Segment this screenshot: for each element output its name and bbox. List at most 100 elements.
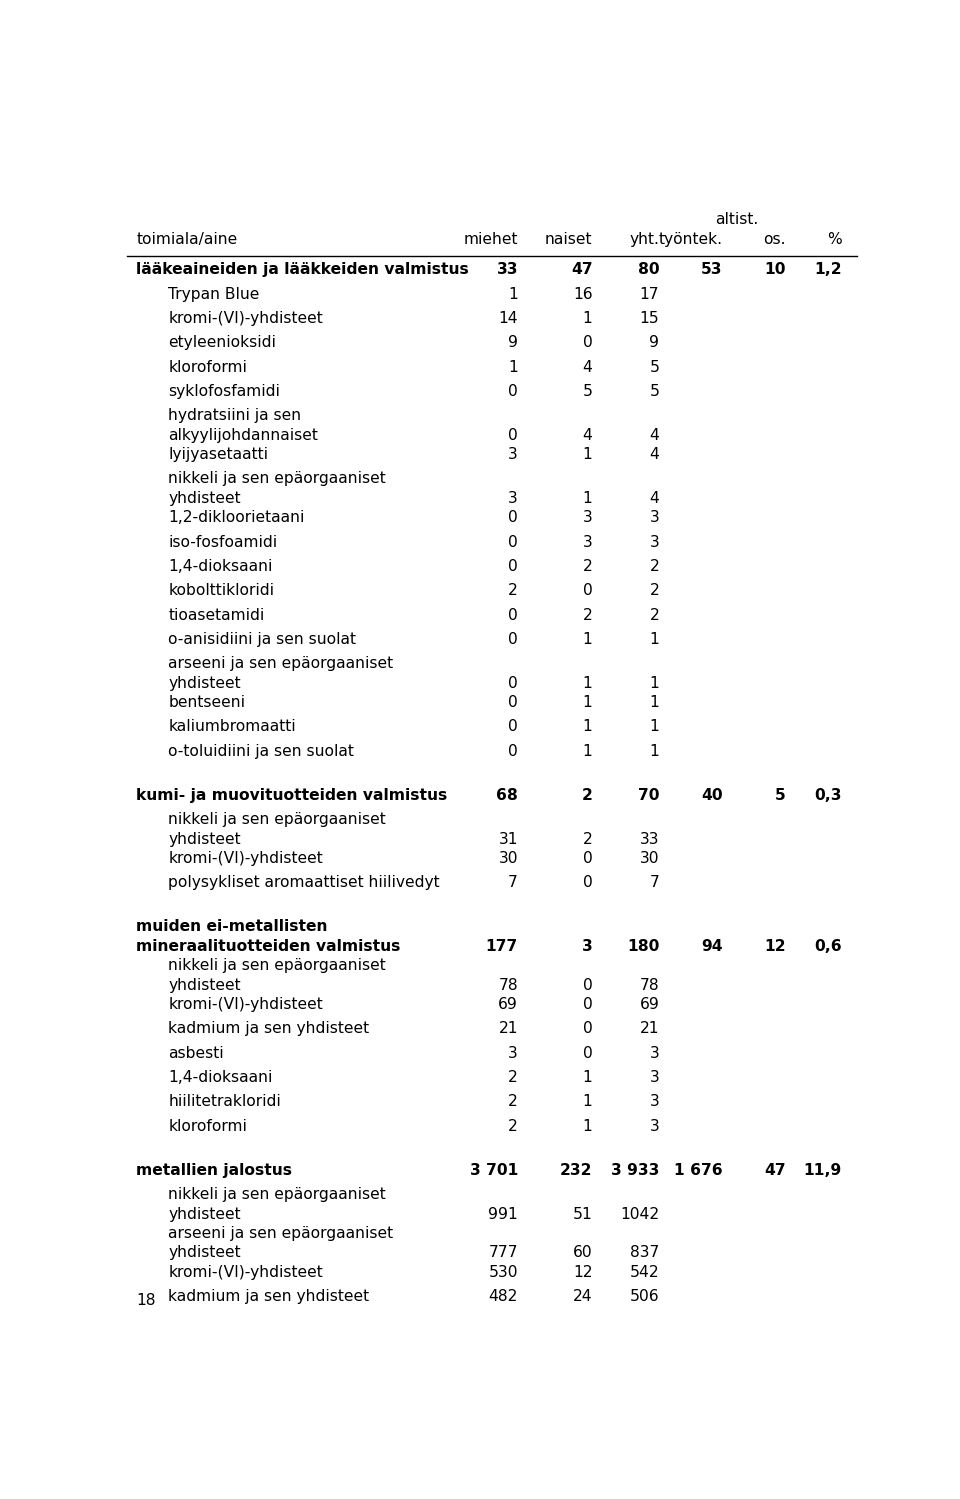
Text: 47: 47: [571, 262, 592, 277]
Text: 1,2-dikloorietaani: 1,2-dikloorietaani: [168, 510, 304, 525]
Text: 3: 3: [582, 938, 592, 953]
Text: 12: 12: [764, 938, 786, 953]
Text: 0: 0: [508, 676, 518, 691]
Text: 1 676: 1 676: [674, 1163, 723, 1178]
Text: 1: 1: [583, 720, 592, 735]
Text: 0: 0: [508, 427, 518, 442]
Text: 1: 1: [583, 447, 592, 462]
Text: 1: 1: [583, 1070, 592, 1085]
Text: 4: 4: [650, 490, 660, 505]
Text: 1,2: 1,2: [814, 262, 842, 277]
Text: 30: 30: [498, 851, 518, 866]
Text: 180: 180: [627, 938, 660, 953]
Text: 4: 4: [583, 360, 592, 375]
Text: arseeni ja sen epäorgaaniset: arseeni ja sen epäorgaaniset: [168, 657, 394, 672]
Text: 3: 3: [650, 535, 660, 550]
Text: 1: 1: [583, 676, 592, 691]
Text: 0: 0: [508, 535, 518, 550]
Text: 53: 53: [701, 262, 723, 277]
Text: muiden ei-metallisten: muiden ei-metallisten: [136, 919, 328, 934]
Text: 0: 0: [508, 696, 518, 711]
Text: 0: 0: [508, 720, 518, 735]
Text: nikkeli ja sen epäorgaaniset: nikkeli ja sen epäorgaaniset: [168, 812, 386, 827]
Text: bentseeni: bentseeni: [168, 696, 246, 711]
Text: 5: 5: [583, 384, 592, 399]
Text: o-anisidiini ja sen suolat: o-anisidiini ja sen suolat: [168, 633, 356, 648]
Text: 4: 4: [650, 447, 660, 462]
Text: 3: 3: [508, 447, 518, 462]
Text: 24: 24: [573, 1289, 592, 1304]
Text: 0: 0: [583, 336, 592, 351]
Text: 18: 18: [136, 1292, 156, 1307]
Text: 47: 47: [764, 1163, 786, 1178]
Text: 5: 5: [775, 788, 786, 803]
Text: 0: 0: [508, 744, 518, 758]
Text: 991: 991: [489, 1207, 518, 1222]
Text: 2: 2: [583, 559, 592, 574]
Text: 2: 2: [650, 607, 660, 622]
Text: 0: 0: [583, 875, 592, 890]
Text: 21: 21: [640, 1021, 660, 1036]
Text: 0: 0: [508, 559, 518, 574]
Text: 70: 70: [637, 788, 660, 803]
Text: 33: 33: [640, 832, 660, 847]
Text: 31: 31: [498, 832, 518, 847]
Text: miehet: miehet: [464, 232, 518, 247]
Text: 0: 0: [583, 977, 592, 992]
Text: 1,4-dioksaani: 1,4-dioksaani: [168, 1070, 273, 1085]
Text: 0,3: 0,3: [814, 788, 842, 803]
Text: 2: 2: [582, 788, 592, 803]
Text: altist.: altist.: [715, 213, 758, 228]
Text: yhdisteet: yhdisteet: [168, 676, 241, 691]
Text: 1: 1: [583, 633, 592, 648]
Text: toimiala/aine: toimiala/aine: [136, 232, 238, 247]
Text: kumi- ja muovituotteiden valmistus: kumi- ja muovituotteiden valmistus: [136, 788, 447, 803]
Text: 4: 4: [650, 427, 660, 442]
Text: 9: 9: [508, 336, 518, 351]
Text: 0: 0: [508, 607, 518, 622]
Text: 4: 4: [583, 427, 592, 442]
Text: 0,6: 0,6: [814, 938, 842, 953]
Text: 2: 2: [508, 1118, 518, 1133]
Text: 0: 0: [508, 384, 518, 399]
Text: asbesti: asbesti: [168, 1046, 224, 1061]
Text: 15: 15: [639, 310, 660, 327]
Text: 3: 3: [508, 490, 518, 505]
Text: 0: 0: [583, 583, 592, 598]
Text: os.: os.: [763, 232, 786, 247]
Text: 60: 60: [573, 1246, 592, 1261]
Text: hiilitetrakloridi: hiilitetrakloridi: [168, 1094, 281, 1109]
Text: yhdisteet: yhdisteet: [168, 977, 241, 992]
Text: 3: 3: [650, 510, 660, 525]
Text: yht.: yht.: [630, 232, 660, 247]
Text: 0: 0: [583, 997, 592, 1012]
Text: polysykliset aromaattiset hiilivedyt: polysykliset aromaattiset hiilivedyt: [168, 875, 440, 890]
Text: 0: 0: [508, 510, 518, 525]
Text: 530: 530: [489, 1265, 518, 1280]
Text: kadmium ja sen yhdisteet: kadmium ja sen yhdisteet: [168, 1021, 370, 1036]
Text: 1: 1: [583, 696, 592, 711]
Text: 0: 0: [583, 851, 592, 866]
Text: 1: 1: [583, 1118, 592, 1133]
Text: naiset: naiset: [545, 232, 592, 247]
Text: 2: 2: [583, 607, 592, 622]
Text: 1: 1: [583, 310, 592, 327]
Text: 1,4-dioksaani: 1,4-dioksaani: [168, 559, 273, 574]
Text: 3 933: 3 933: [611, 1163, 660, 1178]
Text: kloroformi: kloroformi: [168, 1118, 248, 1133]
Text: 94: 94: [701, 938, 723, 953]
Text: 5: 5: [649, 360, 660, 375]
Text: 68: 68: [496, 788, 518, 803]
Text: arseeni ja sen epäorgaaniset: arseeni ja sen epäorgaaniset: [168, 1226, 394, 1241]
Text: 2: 2: [650, 559, 660, 574]
Text: iso-fosfoamidi: iso-fosfoamidi: [168, 535, 277, 550]
Text: 0: 0: [583, 1046, 592, 1061]
Text: 51: 51: [573, 1207, 592, 1222]
Text: nikkeli ja sen epäorgaaniset: nikkeli ja sen epäorgaaniset: [168, 1187, 386, 1202]
Text: 3: 3: [650, 1070, 660, 1085]
Text: 1: 1: [650, 720, 660, 735]
Text: kadmium ja sen yhdisteet: kadmium ja sen yhdisteet: [168, 1289, 370, 1304]
Text: 3: 3: [583, 510, 592, 525]
Text: 7: 7: [508, 875, 518, 890]
Text: 17: 17: [639, 286, 660, 301]
